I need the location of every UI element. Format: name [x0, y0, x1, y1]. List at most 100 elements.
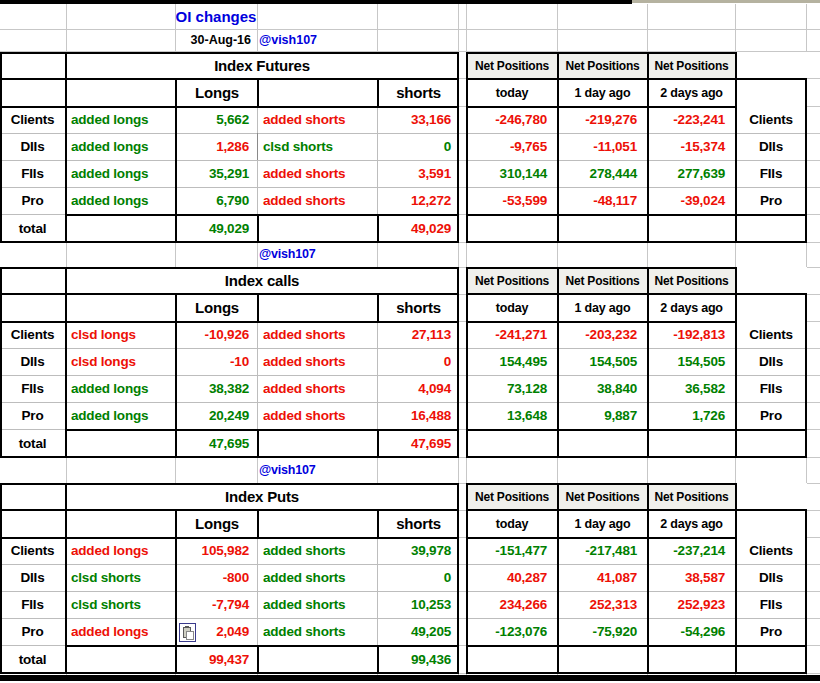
- net-value-cell[interactable]: -151,477: [468, 537, 555, 564]
- net-value-cell[interactable]: -241,271: [468, 321, 555, 348]
- net-value-cell[interactable]: -75,920: [559, 618, 645, 645]
- short-action-cell[interactable]: added shorts: [260, 537, 378, 564]
- net-value-cell[interactable]: -11,051: [559, 133, 645, 160]
- short-action-cell[interactable]: added shorts: [260, 160, 378, 187]
- long-action-cell[interactable]: added longs: [68, 375, 176, 402]
- handle-cell[interactable]: @vish107: [259, 243, 389, 266]
- short-value-cell[interactable]: 27,113: [379, 321, 457, 348]
- net-value-cell[interactable]: 40,287: [468, 564, 555, 591]
- long-value-cell[interactable]: 20,249: [177, 402, 255, 429]
- total-shorts-value[interactable]: 47,695: [379, 431, 457, 456]
- net-value-cell[interactable]: 13,648: [468, 402, 555, 429]
- handle-cell[interactable]: @vish107: [259, 459, 389, 482]
- short-action-cell[interactable]: added shorts: [260, 402, 378, 429]
- long-action-cell[interactable]: added longs: [68, 402, 176, 429]
- net-value-cell[interactable]: -237,214: [649, 537, 733, 564]
- net-value-cell[interactable]: 154,505: [649, 348, 733, 375]
- long-value-cell[interactable]: -10,926: [177, 321, 255, 348]
- short-action-cell[interactable]: added shorts: [260, 187, 378, 214]
- long-action-cell[interactable]: clsd longs: [68, 348, 176, 375]
- net-value-cell[interactable]: -48,117: [559, 187, 645, 214]
- short-action-cell[interactable]: added shorts: [260, 564, 378, 591]
- long-value-cell[interactable]: 35,291: [177, 160, 255, 187]
- long-action-cell[interactable]: added longs: [68, 160, 176, 187]
- date-cell[interactable]: 30-Aug-16: [175, 29, 251, 51]
- net-value-cell[interactable]: 41,087: [559, 564, 645, 591]
- short-action-cell[interactable]: added shorts: [260, 618, 378, 645]
- row-separator: [0, 645, 66, 646]
- short-value-cell[interactable]: 0: [379, 348, 457, 375]
- net-value-cell[interactable]: 277,639: [649, 160, 733, 187]
- long-action-cell[interactable]: clsd longs: [68, 321, 176, 348]
- net-value-cell[interactable]: -123,076: [468, 618, 555, 645]
- net-value-cell[interactable]: -9,765: [468, 133, 555, 160]
- net-value-cell[interactable]: -39,024: [649, 187, 733, 214]
- long-value-cell[interactable]: 38,382: [177, 375, 255, 402]
- short-value-cell[interactable]: 0: [379, 133, 457, 160]
- long-action-cell[interactable]: added longs: [68, 618, 176, 645]
- net-value-cell[interactable]: -219,276: [559, 106, 645, 133]
- long-action-cell[interactable]: clsd shorts: [68, 591, 176, 618]
- handle-cell[interactable]: @vish107: [259, 29, 389, 51]
- long-action-cell[interactable]: added longs: [68, 106, 176, 133]
- short-value-cell[interactable]: 3,591: [379, 160, 457, 187]
- long-value-cell[interactable]: 5,662: [177, 106, 255, 133]
- long-action-cell[interactable]: added longs: [68, 187, 176, 214]
- short-action-cell[interactable]: clsd shorts: [260, 133, 378, 160]
- net-value-cell[interactable]: -192,813: [649, 321, 733, 348]
- paste-options-icon[interactable]: [179, 623, 196, 642]
- net-value-cell[interactable]: 1,726: [649, 402, 733, 429]
- net-value-cell[interactable]: 154,505: [559, 348, 645, 375]
- short-action-cell[interactable]: added shorts: [260, 321, 378, 348]
- net-value-cell[interactable]: 278,444: [559, 160, 645, 187]
- short-value-cell[interactable]: 4,094: [379, 375, 457, 402]
- short-action-cell[interactable]: added shorts: [260, 106, 378, 133]
- oi-table: Index callsLongsshortsClientsclsd longs-…: [0, 267, 459, 458]
- total-shorts-value[interactable]: 99,436: [379, 647, 457, 672]
- long-value-cell[interactable]: 6,790: [177, 187, 255, 214]
- net-value-cell[interactable]: 252,313: [559, 591, 645, 618]
- net-col-header: today: [468, 80, 556, 106]
- long-action-cell[interactable]: added longs: [68, 537, 176, 564]
- short-action-cell[interactable]: added shorts: [260, 348, 378, 375]
- total-longs-value[interactable]: 47,695: [177, 431, 255, 456]
- net-value-cell[interactable]: -223,241: [649, 106, 733, 133]
- net-value-cell[interactable]: -217,481: [559, 537, 645, 564]
- net-col-header: 2 days ago: [649, 295, 734, 321]
- total-shorts-value[interactable]: 49,029: [379, 216, 457, 241]
- grid-line: [65, 52, 67, 243]
- long-value-cell[interactable]: 105,982: [177, 537, 255, 564]
- short-value-cell[interactable]: 12,272: [379, 187, 457, 214]
- net-value-cell[interactable]: -246,780: [468, 106, 555, 133]
- net-value-cell[interactable]: -203,232: [559, 321, 645, 348]
- short-value-cell[interactable]: 0: [379, 564, 457, 591]
- short-value-cell[interactable]: 49,205: [379, 618, 457, 645]
- short-value-cell[interactable]: 10,253: [379, 591, 457, 618]
- long-value-cell[interactable]: -800: [177, 564, 255, 591]
- net-value-cell[interactable]: -53,599: [468, 187, 555, 214]
- net-value-cell[interactable]: 38,587: [649, 564, 733, 591]
- net-value-cell[interactable]: 73,128: [468, 375, 555, 402]
- short-action-cell[interactable]: added shorts: [260, 591, 378, 618]
- net-value-cell[interactable]: 234,266: [468, 591, 555, 618]
- long-action-cell[interactable]: clsd shorts: [68, 564, 176, 591]
- total-longs-value[interactable]: 99,437: [177, 647, 255, 672]
- total-longs-value[interactable]: 49,029: [177, 216, 255, 241]
- net-value-cell[interactable]: 38,840: [559, 375, 645, 402]
- short-value-cell[interactable]: 39,978: [379, 537, 457, 564]
- net-value-cell[interactable]: -15,374: [649, 133, 733, 160]
- long-value-cell[interactable]: -7,794: [177, 591, 255, 618]
- long-value-cell[interactable]: -10: [177, 348, 255, 375]
- net-value-cell[interactable]: -54,296: [649, 618, 733, 645]
- grid-line: [257, 78, 259, 106]
- net-value-cell[interactable]: 154,495: [468, 348, 555, 375]
- net-value-cell[interactable]: 310,144: [468, 160, 555, 187]
- net-value-cell[interactable]: 36,582: [649, 375, 733, 402]
- net-value-cell[interactable]: 9,887: [559, 402, 645, 429]
- short-value-cell[interactable]: 33,166: [379, 106, 457, 133]
- short-action-cell[interactable]: added shorts: [260, 375, 378, 402]
- net-value-cell[interactable]: 252,923: [649, 591, 733, 618]
- long-action-cell[interactable]: added longs: [68, 133, 176, 160]
- short-value-cell[interactable]: 16,488: [379, 402, 457, 429]
- long-value-cell[interactable]: 1,286: [177, 133, 255, 160]
